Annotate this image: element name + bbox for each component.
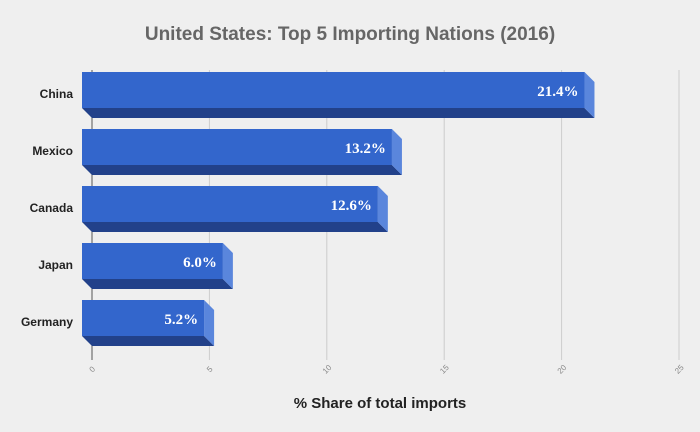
x-tick-label: 15	[438, 363, 451, 376]
bar-side-face	[222, 243, 233, 289]
bar-side-face	[377, 186, 388, 232]
bar-side-face	[391, 129, 402, 175]
y-category-label: Japan	[38, 258, 73, 272]
y-category-label: Canada	[30, 201, 74, 215]
bar-canada	[82, 186, 378, 222]
bar-bottom-face	[82, 336, 215, 346]
bar-bottom-face	[82, 279, 233, 289]
x-axis-title: % Share of total imports	[294, 395, 467, 412]
bar-bottom-face	[82, 108, 595, 118]
bar-side-face	[584, 72, 595, 118]
data-label: 5.2%	[164, 312, 198, 328]
x-tick-label: 20	[556, 363, 569, 376]
x-tick-label: 5	[205, 364, 215, 374]
x-tick-label: 25	[673, 363, 686, 376]
y-category-label: Germany	[21, 315, 73, 329]
data-label: 21.4%	[537, 84, 578, 100]
y-category-label: Mexico	[32, 144, 73, 158]
bar-bottom-face	[82, 222, 388, 232]
bar-mexico	[82, 129, 392, 165]
chart-title: United States: Top 5 Importing Nations (…	[145, 24, 555, 45]
y-category-label: China	[40, 87, 74, 101]
bar-bottom-face	[82, 165, 402, 175]
bar-japan	[82, 243, 223, 279]
bar-china	[82, 72, 585, 108]
bar-germany	[82, 300, 205, 336]
x-tick-label: 0	[88, 364, 98, 374]
bar-side-face	[204, 300, 215, 346]
data-label: 12.6%	[331, 198, 372, 214]
data-label: 6.0%	[183, 255, 217, 271]
data-label: 13.2%	[345, 141, 386, 157]
x-tick-label: 10	[321, 363, 334, 376]
